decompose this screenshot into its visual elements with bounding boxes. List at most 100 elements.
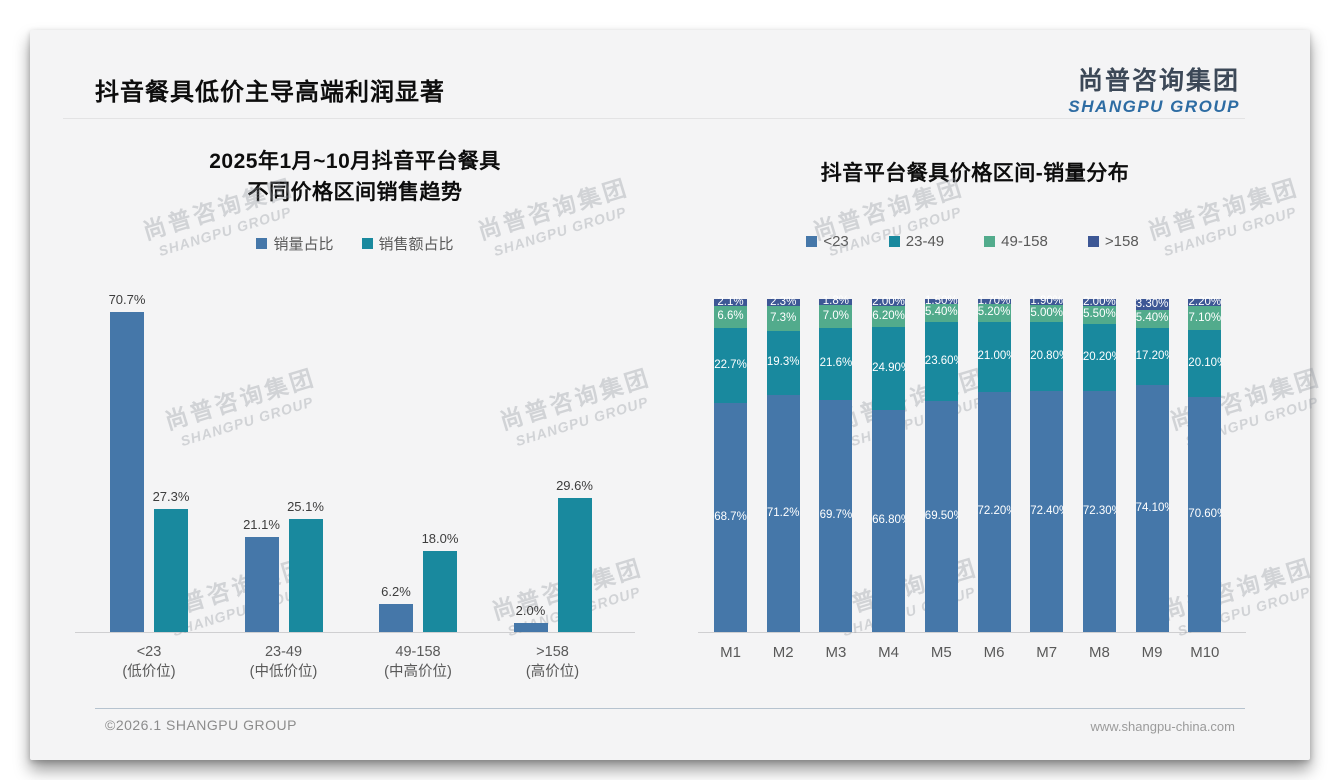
bar-sales-value (288, 518, 323, 632)
stack-segment-<23 (1188, 396, 1222, 632)
right-chart-title-line1: 抖音平台餐具价格区间-销量分布 (820, 162, 1130, 185)
segment-value-label: 74.10% (1135, 502, 1169, 515)
category-label: M2 (772, 644, 794, 661)
segment-value-label: 24.90% (872, 361, 905, 374)
segment-value-label: 66.80% (872, 514, 905, 527)
category-label-line: (高价位) (525, 664, 580, 680)
stack-segment-49-158 (872, 305, 906, 327)
segment-value-label: 72.30% (1082, 505, 1116, 518)
legend-item: <23 (806, 233, 849, 250)
segment-value-label: 6.20% (872, 309, 905, 322)
segment-value-label: 72.20% (977, 505, 1011, 518)
bar-value-label: 2.0% (515, 602, 546, 618)
bar-sales-volume (513, 622, 548, 632)
segment-value-label: 20.80% (1030, 349, 1063, 362)
watermark-english: SHANGPU GROUP (826, 203, 964, 260)
watermark-english: SHANGPU GROUP (513, 393, 651, 450)
stack-segment->158 (872, 299, 906, 306)
legend-color-chip (984, 236, 996, 247)
stack-segment-23-49 (1135, 327, 1169, 386)
stack-segment-23-49 (766, 330, 800, 395)
segment-value-label: 7.0% (822, 309, 849, 322)
category-label: 23-49 (中低价位) (214, 642, 354, 682)
stack-segment-23-49 (1030, 321, 1064, 391)
segment-value-label: 2.3% (770, 295, 797, 308)
bar-sales-value (557, 498, 592, 632)
category-label: M4 (878, 644, 900, 661)
stack-segment-23-49 (872, 326, 906, 410)
segment-value-label: 5.20% (977, 306, 1011, 319)
stack-segment-<23 (1030, 390, 1064, 632)
footer-copyright: ©2026.1 SHANGPU GROUP (105, 717, 297, 733)
stack-segment-49-158 (714, 305, 747, 328)
segment-value-label: 5.00% (1030, 306, 1063, 319)
segment-value-label: 2.20% (1188, 296, 1222, 309)
footer-website: www.shangpu-china.com (1090, 719, 1235, 734)
watermark-chinese: 尚普咨询集团 (161, 364, 319, 435)
stack-segment-<23 (1135, 385, 1169, 632)
stack-segment-49-158 (819, 304, 853, 328)
segment-value-label: 20.10% (1188, 356, 1221, 369)
segment-value-label: 69.50% (924, 509, 958, 522)
segment-value-label: 1.8% (822, 295, 849, 308)
segment-value-label: 5.40% (1135, 312, 1169, 325)
watermark-chinese: 尚普咨询集团 (1158, 554, 1316, 625)
segment-value-label: 19.3% (766, 356, 800, 369)
left-chart-title-line2: 不同价格区间销售趋势 (247, 181, 463, 204)
stack-segment->158 (714, 298, 747, 306)
segment-value-label: 1.70% (977, 294, 1011, 307)
stack-segment-23-49 (977, 321, 1011, 392)
watermark-english: SHANGPU GROUP (1161, 203, 1299, 260)
segment-value-label: 1.90% (1030, 295, 1063, 308)
category-label: M10 (1190, 644, 1220, 661)
page-title: 抖音餐具低价主导高端利润显著 (95, 79, 445, 106)
legend-item: 销售额占比 (361, 233, 454, 254)
legend-label: 销量占比 (273, 236, 334, 253)
bar-sales-volume (244, 536, 279, 632)
stack-segment->158 (1135, 299, 1169, 310)
company-logo: 尚普咨询集团 SHANGPU GROUP (1068, 67, 1240, 116)
segment-value-label: 17.20% (1135, 350, 1169, 363)
stack-segment-49-158 (924, 303, 958, 322)
segment-value-label: 22.7% (714, 358, 747, 371)
stack-segment->158 (924, 299, 958, 304)
stack-segment-<23 (766, 394, 800, 632)
stack-segment-49-158 (977, 304, 1011, 322)
right-chart-legend: <23 23-49 49-158 >158 (695, 233, 1250, 250)
bar-value-label: 18.0% (421, 530, 459, 546)
stack-segment-23-49 (924, 321, 958, 401)
bar-value-label: 70.7% (108, 292, 146, 308)
stack-segment->158 (1188, 299, 1222, 307)
stack-segment->158 (1030, 298, 1064, 305)
stack-segment->158 (977, 298, 1011, 305)
bar-value-label: 25.1% (287, 498, 324, 514)
category-label: M6 (983, 644, 1005, 661)
left-chart-title: 2025年1月~10月抖音平台餐具 不同价格区间销售趋势 (105, 146, 605, 208)
legend-label: 销售额占比 (378, 236, 454, 253)
stack-segment-<23 (1082, 391, 1116, 632)
stack-segment->158 (766, 298, 800, 307)
segment-value-label: 7.3% (770, 311, 797, 324)
category-label-line: <23 (136, 644, 162, 660)
watermark-chinese: 尚普咨询集团 (1166, 364, 1324, 435)
segment-value-label: 6.6% (717, 310, 744, 323)
slide-card: 抖音餐具低价主导高端利润显著 尚普咨询集团 SHANGPU GROUP 2025… (30, 30, 1324, 760)
segment-value-label: 2.1% (717, 295, 744, 308)
legend-item: >158 (1087, 233, 1139, 250)
stack-segment-<23 (977, 391, 1011, 632)
segment-value-label: 72.40% (1030, 504, 1063, 517)
stack-segment-<23 (714, 403, 747, 632)
stack-segment-49-158 (766, 306, 800, 331)
left-chart-legend: 销量占比 销售额占比 (125, 233, 585, 254)
legend-item: 23-49 (888, 233, 944, 250)
stack-segment-<23 (924, 400, 958, 632)
title-divider (63, 118, 1245, 119)
category-label-line: 49-158 (395, 644, 441, 660)
right-chart-title: 抖音平台餐具价格区间-销量分布 (720, 158, 1230, 189)
legend-item: 49-158 (984, 233, 1048, 250)
watermark-english: SHANGPU GROUP (1183, 393, 1321, 450)
category-label-line: 23-49 (264, 644, 303, 660)
category-label: M9 (1141, 644, 1163, 661)
